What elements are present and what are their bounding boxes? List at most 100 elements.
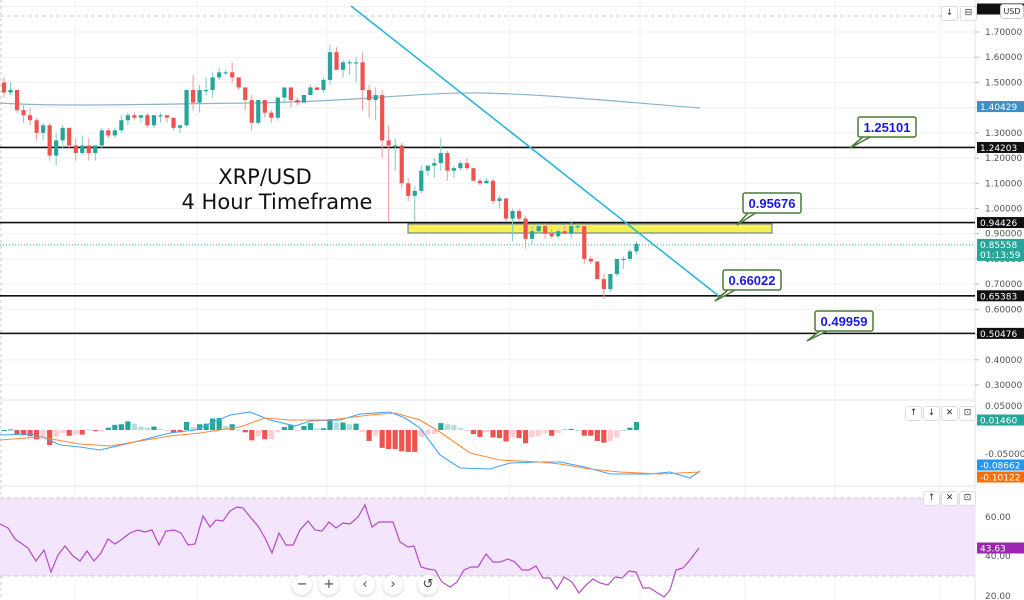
scroll-right-button[interactable]: › [383, 575, 403, 595]
candle-body [569, 226, 574, 234]
macd-bar [386, 430, 392, 450]
price-tick-label: 1.20000 [985, 154, 1022, 164]
macd-bar [301, 425, 307, 430]
price-callouts[interactable]: 1.25101 0.95676 0.66022 0.49959 [714, 116, 917, 342]
macd-bar [268, 430, 274, 440]
macd-bar [464, 430, 470, 431]
macd-bar [27, 430, 33, 437]
level-price-tag: 0.50476 [977, 327, 1024, 340]
callout-label: 0.95676 [749, 196, 796, 211]
candle-body [112, 130, 117, 136]
macd-bar [346, 424, 353, 430]
macd-bar [333, 422, 340, 430]
zoom-in-button[interactable]: + [319, 575, 339, 595]
candle-body [432, 163, 437, 166]
candle-body [458, 163, 463, 169]
macd-bar [555, 430, 561, 433]
macd-bar [379, 430, 385, 448]
macd-bar [399, 430, 405, 452]
candle-body [353, 62, 359, 64]
macd-bar [633, 421, 640, 430]
candle-body [41, 125, 46, 133]
candle-body [380, 95, 385, 141]
macd-bar [92, 430, 98, 432]
macd-bar [509, 430, 516, 437]
currency-badge[interactable]: USD [1000, 4, 1024, 19]
macd-close-button[interactable]: ✕ [941, 406, 958, 421]
macd-bar [353, 423, 359, 430]
price-tick-label: 1.60000 [985, 53, 1022, 63]
rsi-maximize-button[interactable]: ⊡ [959, 491, 976, 506]
candle-body [210, 77, 215, 90]
macd-bar [236, 429, 242, 431]
macd-bar [542, 430, 548, 434]
candle-body [399, 145, 404, 184]
candle-body [503, 198, 509, 219]
rsi-move-up-button[interactable]: ↑ [923, 491, 940, 506]
callout-0.66022: 0.66022 [714, 269, 782, 302]
scroll-left-button[interactable]: ‹ [355, 575, 375, 595]
callout-0.95676: 0.95676 [736, 192, 802, 226]
trendline[interactable] [350, 5, 721, 298]
candle-body [627, 251, 633, 259]
candle-body [582, 226, 587, 259]
price-tick-label: 0.40000 [985, 356, 1022, 366]
rsi-value-tag: 43.63 [977, 542, 1024, 555]
candle-body [367, 89, 372, 101]
macd-bar [275, 430, 281, 433]
macd-bar [249, 430, 255, 441]
price-axis[interactable]: 1.800001.700001.600001.500001.400001.300… [975, 3, 1024, 600]
macd-bar [1, 430, 7, 431]
candle-body [523, 218, 528, 239]
macd-bar [164, 430, 170, 431]
price-tick-label: 1.70000 [985, 28, 1022, 38]
macd-bar [627, 427, 633, 430]
candle-body [386, 140, 391, 146]
candlesticks [1, 44, 639, 300]
macd-bar [99, 430, 105, 431]
macd-move-up-button[interactable]: ↑ [905, 406, 922, 421]
rsi-band [0, 498, 975, 576]
macd-bar [588, 430, 594, 436]
move-down-button[interactable]: ↓ [941, 6, 958, 21]
candle-body [236, 77, 241, 88]
zoom-out-button[interactable]: − [292, 575, 312, 595]
macd-bar [568, 428, 574, 430]
horizontal-levels[interactable] [0, 146, 975, 335]
price-tick-label: 1.00000 [985, 205, 1022, 215]
macd-value-tag-label: -0.08662 [980, 462, 1020, 472]
macd-pane [0, 411, 701, 479]
candle-body [549, 233, 554, 237]
rsi-close-button[interactable]: ✕ [941, 491, 958, 506]
reset-chart-button[interactable]: ↺ [418, 575, 438, 595]
ma-path [0, 92, 701, 109]
candle-body [197, 89, 202, 103]
candle-body [516, 211, 522, 219]
candle-body [477, 180, 483, 184]
macd-bar [262, 430, 268, 440]
macd-bar [210, 418, 216, 430]
macd-bar [392, 430, 398, 450]
price-tick-label: 1.50000 [985, 78, 1022, 88]
macd-bar [190, 427, 196, 430]
candle-body [484, 180, 489, 184]
grid-lines [0, 0, 976, 600]
macd-bar [131, 423, 137, 430]
macd-bar [20, 430, 27, 436]
macd-maximize-button[interactable]: ⊡ [959, 406, 976, 421]
level-price-tag-label: 1.24203 [980, 144, 1017, 154]
ma-price-tag-label: 1.40429 [980, 103, 1017, 113]
macd-bar [112, 424, 118, 430]
macd-move-down-button[interactable]: ↓ [923, 406, 940, 421]
callout-0.49959: 0.49959 [806, 310, 874, 342]
candle-body [464, 163, 470, 169]
maximize-button[interactable]: ⊟ [960, 6, 977, 21]
macd-bar [105, 427, 111, 430]
candle-body [93, 145, 98, 154]
candle-body [301, 95, 307, 103]
macd-bar [327, 419, 333, 430]
downtrend-line [350, 5, 721, 298]
macd-bar [523, 430, 529, 444]
level-price-tag: 0.94426 [977, 217, 1024, 229]
